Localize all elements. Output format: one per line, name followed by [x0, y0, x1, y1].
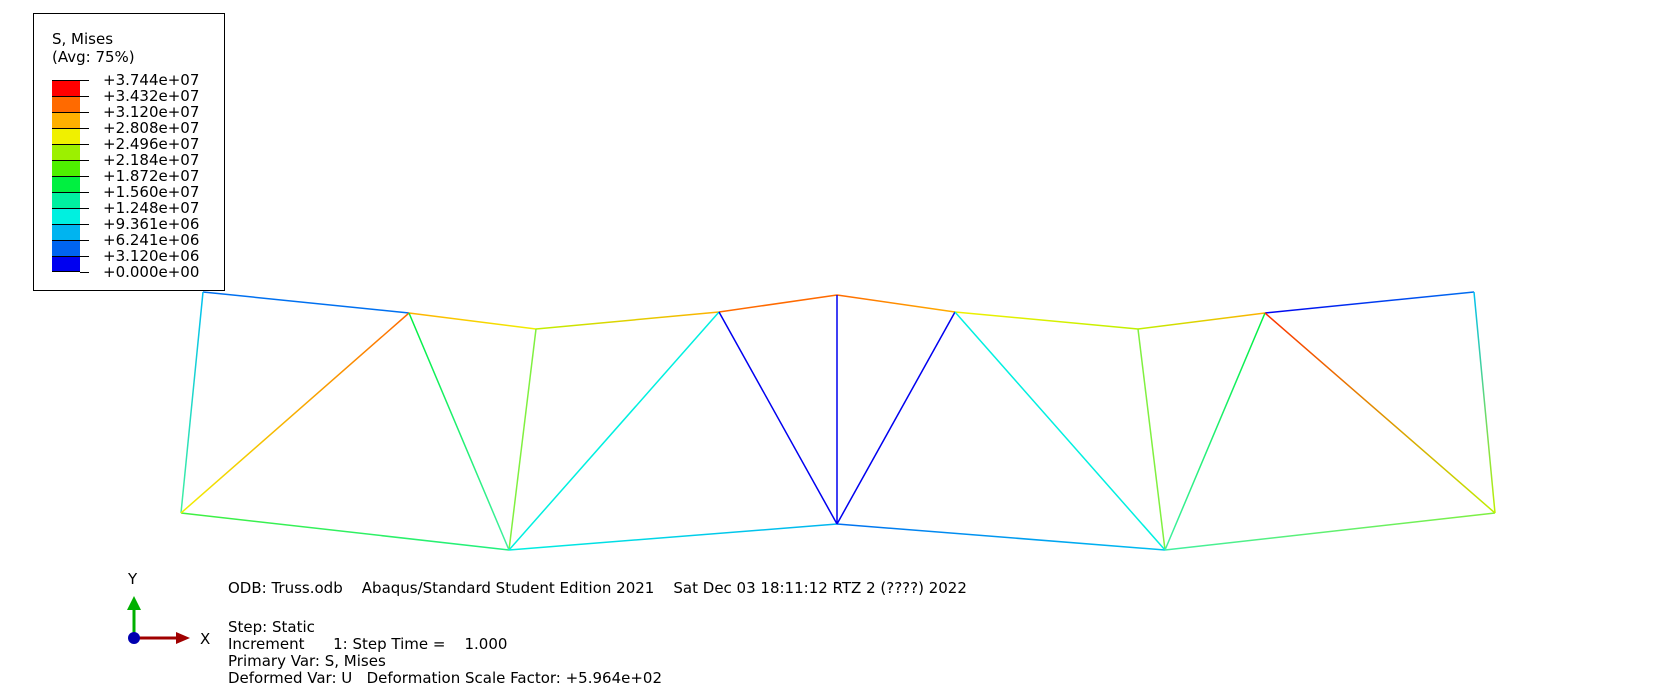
- legend-value-label: +3.120e+07: [103, 103, 200, 121]
- legend-value-label: +0.000e+00: [103, 263, 200, 281]
- legend-value-label: +3.120e+06: [103, 247, 200, 265]
- truss-member-top-1[interactable]: [202, 291, 410, 314]
- legend-tick: [80, 144, 89, 145]
- legend-tick: [80, 176, 89, 177]
- legend-tick: [80, 128, 89, 129]
- legend-swatch: [52, 256, 80, 272]
- truss-member-vertical-6[interactable]: [1137, 328, 1166, 551]
- legend-value-label: +1.872e+07: [103, 167, 200, 185]
- deformed-var-line: Deformed Var: U Deformation Scale Factor…: [228, 669, 663, 687]
- truss-member-vertical-2[interactable]: [508, 328, 537, 551]
- step-line: Step: Static: [228, 618, 315, 636]
- legend-swatch: [52, 96, 80, 112]
- y-axis-arrow-head: [127, 596, 141, 610]
- legend-tick: [80, 240, 89, 241]
- legend-swatch: [52, 240, 80, 256]
- legend-averaging: (Avg: 75%): [52, 48, 135, 66]
- truss-member-top-7[interactable]: [1137, 312, 1266, 330]
- legend-swatch: [52, 160, 80, 176]
- legend-value-label: +1.560e+07: [103, 183, 200, 201]
- axis-triad: [127, 596, 190, 644]
- legend-value-label: +9.361e+06: [103, 215, 200, 233]
- primary-var-line: Primary Var: S, Mises: [228, 652, 386, 670]
- legend-swatch: [52, 208, 80, 224]
- legend-swatch: [52, 224, 80, 240]
- truss-member-bottom-1[interactable]: [180, 512, 510, 551]
- truss-member-bottom-2[interactable]: [508, 523, 838, 551]
- legend-tick: [80, 272, 89, 273]
- triad-y-label: Y: [128, 570, 138, 588]
- truss-member-vertical-left[interactable]: [180, 291, 204, 514]
- legend-swatch: [52, 192, 80, 208]
- truss-member-diagonal-8[interactable]: [1264, 312, 1496, 514]
- legend-value-label: +3.432e+07: [103, 87, 200, 105]
- legend-value-label: +2.808e+07: [103, 119, 200, 137]
- truss-member-diagonal-3[interactable]: [508, 311, 720, 551]
- truss-member-top-2[interactable]: [408, 312, 537, 330]
- truss-member-top-3[interactable]: [535, 311, 720, 330]
- x-axis-arrow-head: [176, 632, 190, 644]
- legend-value-label: +1.248e+07: [103, 199, 200, 217]
- truss-member-top-6[interactable]: [954, 311, 1139, 330]
- legend-tick: [80, 160, 89, 161]
- truss-member-vertical-right[interactable]: [1473, 291, 1496, 514]
- legend-tick: [80, 80, 89, 81]
- legend-tick: [80, 208, 89, 209]
- truss-member-diagonal-6[interactable]: [954, 311, 1166, 551]
- legend-swatch: [52, 176, 80, 192]
- truss-member-diagonal-5[interactable]: [836, 311, 956, 525]
- truss-member-diagonal-7[interactable]: [1164, 312, 1266, 551]
- legend-swatch: [52, 112, 80, 128]
- triad-x-label: X: [200, 630, 211, 648]
- legend-swatch: [52, 128, 80, 144]
- increment-line: Increment 1: Step Time = 1.000: [228, 635, 508, 653]
- legend-swatch: [52, 80, 80, 96]
- truss-member-diagonal-4[interactable]: [718, 311, 838, 525]
- z-axis-dot: [128, 632, 140, 644]
- truss-member-top-4[interactable]: [718, 294, 838, 313]
- truss-member-bottom-4[interactable]: [1164, 512, 1496, 551]
- truss-member-top-5[interactable]: [836, 294, 956, 313]
- legend-tick: [80, 112, 89, 113]
- legend-tick: [80, 96, 89, 97]
- legend-value-label: +6.241e+06: [103, 231, 200, 249]
- truss-member-top-8[interactable]: [1264, 291, 1475, 314]
- truss-member-diagonal-2[interactable]: [408, 312, 510, 551]
- legend-tick: [80, 224, 89, 225]
- contour-legend: S, Mises (Avg: 75%) +3.744e+07 +3.432e+07…: [33, 13, 225, 291]
- truss-member-diagonal-1[interactable]: [180, 312, 410, 514]
- legend-value-label: +2.184e+07: [103, 151, 200, 169]
- legend-value-label: +2.496e+07: [103, 135, 200, 153]
- truss-member-bottom-3[interactable]: [836, 523, 1166, 551]
- legend-value-label: +3.744e+07: [103, 71, 200, 89]
- legend-tick: [80, 256, 89, 257]
- odb-header-line: ODB: Truss.odb Abaqus/Standard Student E…: [228, 579, 967, 597]
- legend-tick: [80, 192, 89, 193]
- legend-swatch: [52, 144, 80, 160]
- legend-title: S, Mises: [52, 30, 114, 48]
